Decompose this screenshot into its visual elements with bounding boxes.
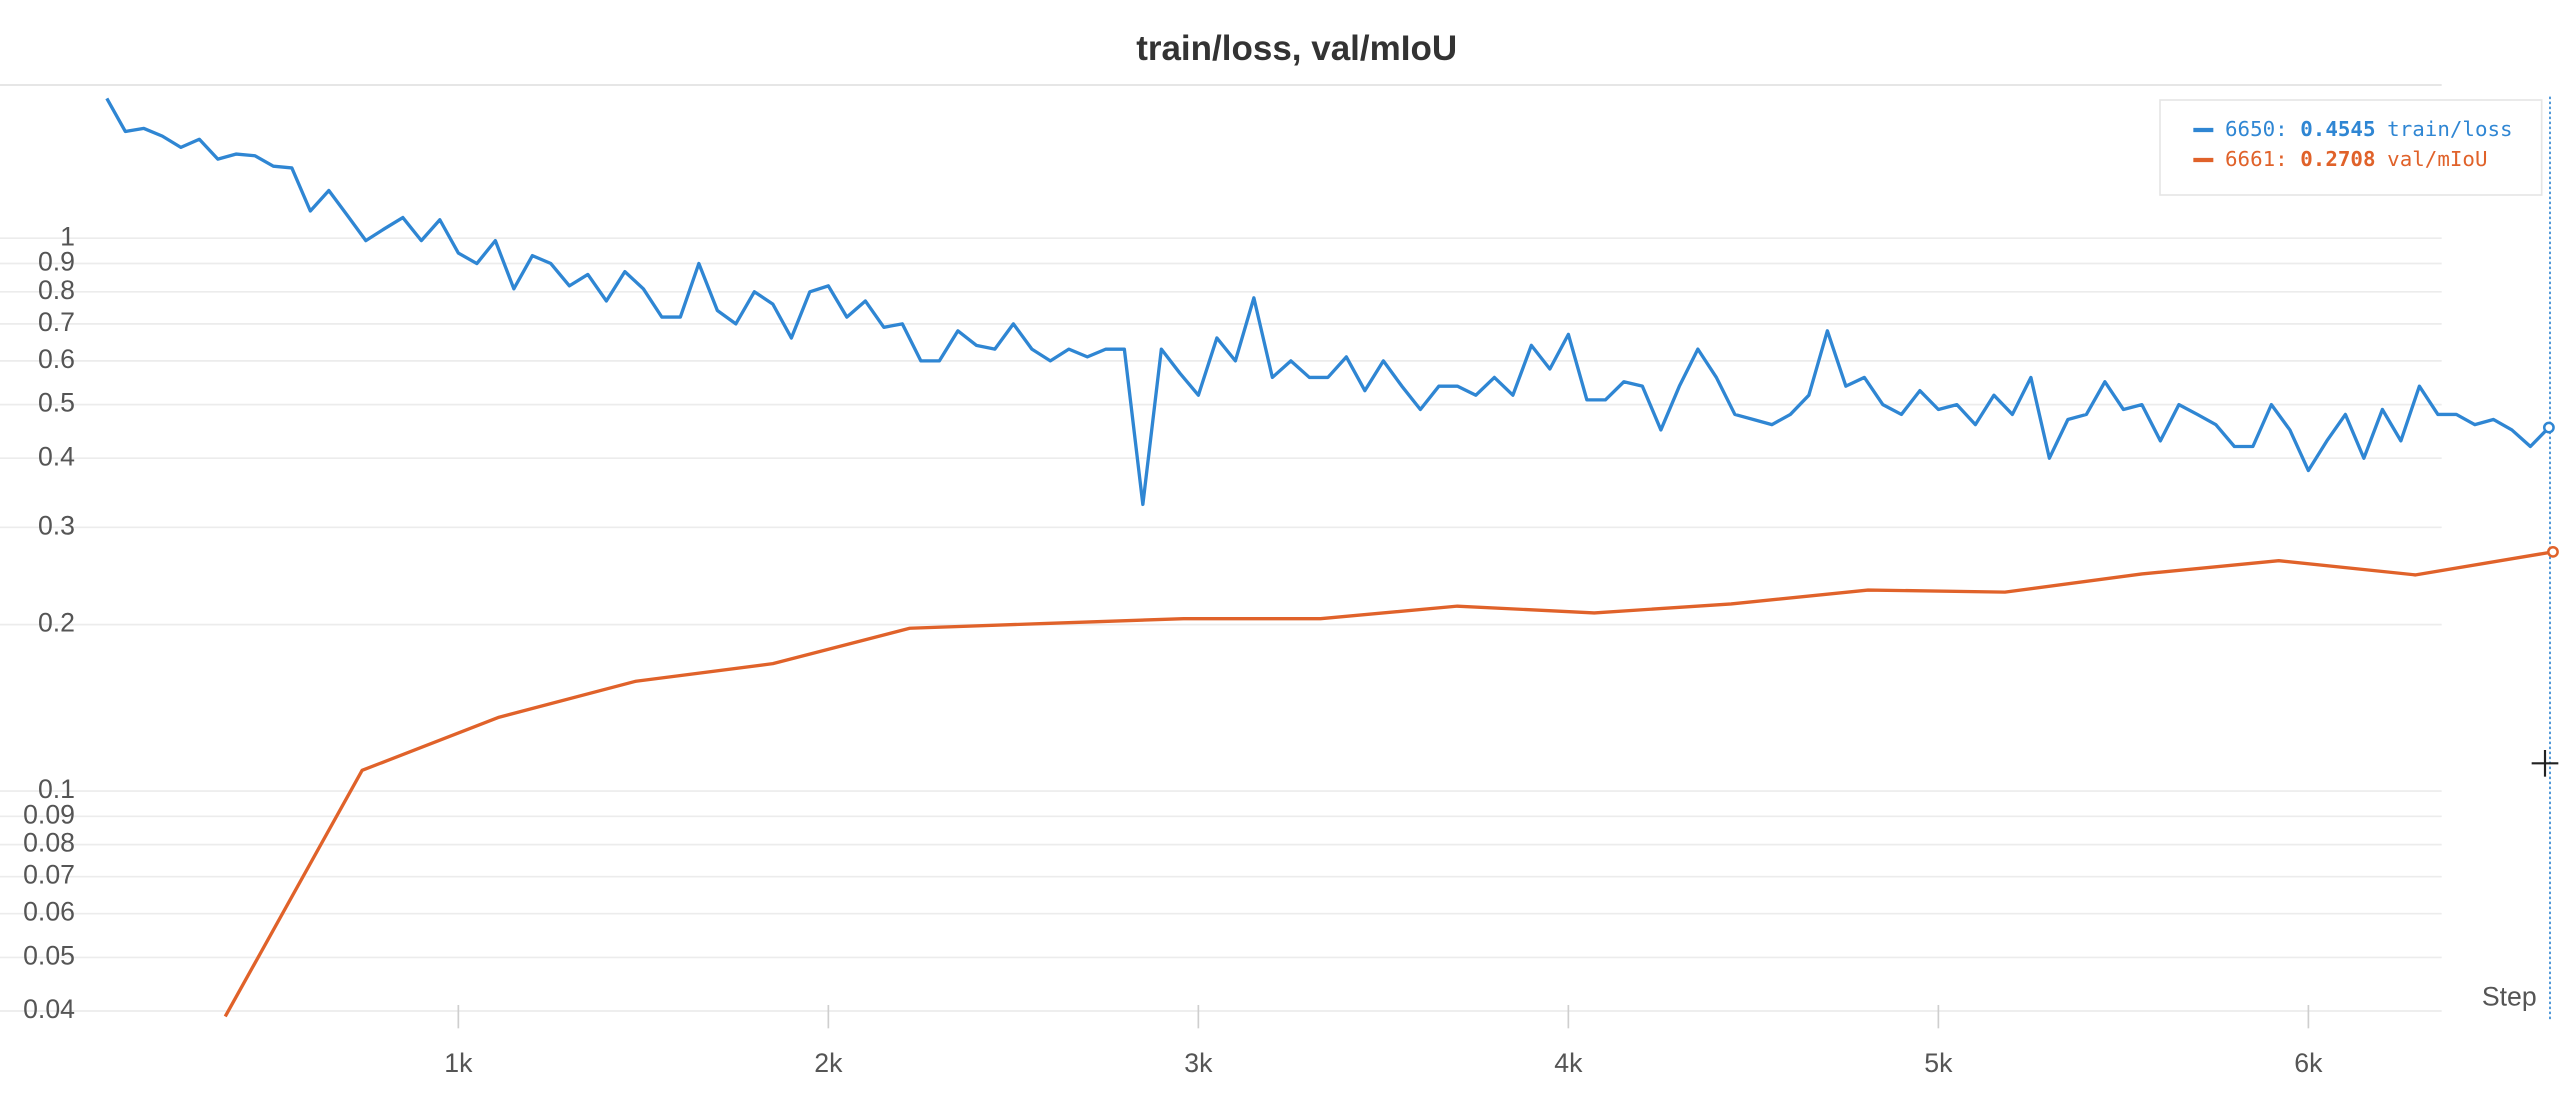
legend-step: 6661 [2225,147,2275,171]
y-tick-label: 0.2 [38,608,75,638]
legend-entry: 6650: 0.4545 train/loss [2225,117,2513,141]
y-tick-label: 0.07 [23,860,75,890]
legend-separator: : [2275,117,2300,141]
legend-step: 6650 [2225,117,2275,141]
y-tick-label: 0.04 [23,994,75,1024]
y-tick-label: 0.8 [38,275,75,305]
y-tick-label: 0.4 [38,441,75,471]
legend-value: 0.4545 [2300,117,2375,141]
y-tick-label: 0.3 [38,510,75,540]
y-tick-label: 0.05 [23,940,75,970]
legend-separator: : [2275,147,2300,171]
series-line [105,97,2551,507]
legend-box [2159,99,2543,196]
legend: 6650: 0.4545 train/loss 6661: 0.2708 val/mI… [2159,99,2543,196]
x-tick-label: 1k [444,1048,473,1078]
y-tick-label: 0.09 [23,799,75,829]
x-tick-label: 6k [2294,1048,2323,1078]
end-point [2542,421,2555,434]
y-tick-label: 0.06 [23,897,75,927]
legend-value: 0.2708 [2300,147,2375,171]
y-tick-label: 0.08 [23,828,75,858]
end-point [2547,545,2559,558]
y-tick-label: 0.1 [38,774,75,804]
legend-entry: 6661: 0.2708 val/mIoU [2225,147,2488,171]
series-line [223,550,2552,1018]
legend-name: train/loss [2387,117,2512,141]
x-tick-label: 2k [814,1048,843,1078]
x-tick-label: 3k [1184,1048,1213,1078]
y-tick-label: 0.9 [38,247,75,277]
y-tick-label: 0.6 [38,344,75,374]
x-tick-label: 5k [1924,1048,1953,1078]
crosshair [2531,750,2559,777]
x-axis-label: Step [2482,981,2537,1011]
y-tick-label: 0.7 [38,307,75,337]
legend-name: val/mIoU [2387,147,2487,171]
chart-title: train/loss, val/mIoU [1136,29,1457,68]
y-tick-label: 0.5 [38,388,75,418]
x-tick-label: 4k [1554,1048,1583,1078]
y-tick-label: 1 [60,221,75,251]
